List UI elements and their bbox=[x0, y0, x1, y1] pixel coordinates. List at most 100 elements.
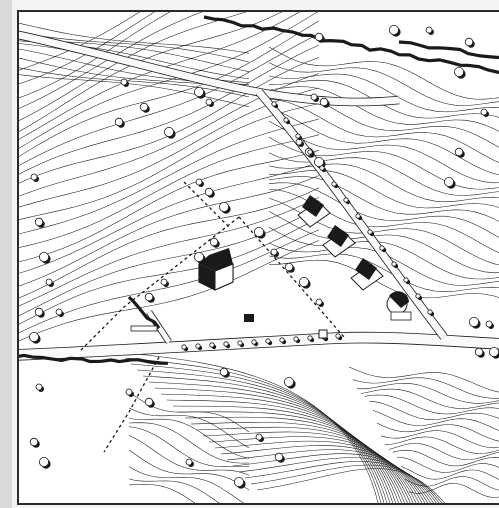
tree bbox=[454, 147, 465, 158]
tree bbox=[388, 24, 401, 37]
contour-line bbox=[408, 483, 499, 498]
contour-line bbox=[19, 12, 318, 149]
tree bbox=[319, 97, 330, 108]
terrace-house-3 bbox=[350, 258, 384, 291]
contour-line bbox=[244, 461, 440, 503]
contour-line bbox=[154, 387, 396, 503]
tree bbox=[237, 340, 245, 348]
tree bbox=[274, 452, 285, 463]
contour-line bbox=[19, 20, 320, 157]
boundary-west bbox=[78, 216, 240, 353]
contour-line bbox=[19, 33, 320, 166]
contour-line bbox=[268, 169, 499, 209]
tree bbox=[195, 178, 204, 187]
contour-line bbox=[268, 211, 499, 274]
tree bbox=[453, 67, 466, 79]
tree bbox=[355, 213, 363, 221]
tree bbox=[284, 262, 295, 273]
contour-line bbox=[368, 400, 499, 420]
tree bbox=[38, 456, 51, 469]
round-building bbox=[386, 291, 412, 321]
contour-map bbox=[19, 12, 499, 503]
contour-line bbox=[19, 229, 320, 333]
tree bbox=[144, 292, 155, 303]
contour-line bbox=[19, 175, 320, 287]
contour-line bbox=[128, 478, 220, 503]
hedgerow-road-west bbox=[19, 353, 168, 365]
contour-line bbox=[19, 118, 320, 235]
tree bbox=[391, 261, 399, 269]
tree bbox=[193, 87, 206, 99]
contour-line bbox=[19, 150, 320, 263]
site-boundary bbox=[78, 181, 345, 453]
tree bbox=[125, 388, 134, 397]
tree bbox=[403, 277, 411, 285]
buildings bbox=[130, 195, 412, 339]
contour-line bbox=[238, 457, 437, 503]
contour-line bbox=[208, 436, 423, 503]
contour-line bbox=[190, 421, 414, 503]
contour-line bbox=[360, 388, 499, 409]
contour-line bbox=[364, 394, 499, 415]
roads bbox=[19, 30, 499, 361]
contour-line bbox=[19, 12, 171, 99]
contour-line bbox=[268, 182, 499, 238]
contour-line bbox=[19, 103, 320, 220]
tree bbox=[223, 341, 231, 349]
contour-line bbox=[268, 46, 499, 100]
contour-line bbox=[19, 12, 283, 132]
tree bbox=[163, 127, 176, 139]
tree bbox=[485, 320, 494, 329]
tree bbox=[255, 433, 264, 442]
tree bbox=[464, 37, 475, 48]
boundary-south bbox=[103, 356, 160, 453]
tree bbox=[298, 276, 311, 289]
contour-line bbox=[268, 188, 499, 254]
contour-line bbox=[136, 369, 388, 503]
tree bbox=[205, 98, 214, 107]
boundary-north bbox=[183, 181, 230, 228]
tree bbox=[468, 316, 481, 329]
contour-line bbox=[268, 107, 499, 176]
contour-line bbox=[128, 435, 250, 476]
tree bbox=[425, 26, 434, 35]
upper-road-edge bbox=[19, 30, 400, 107]
tree bbox=[379, 245, 387, 253]
contour-line bbox=[396, 456, 499, 473]
tree bbox=[310, 93, 319, 102]
contour-line bbox=[348, 366, 499, 393]
contour-line bbox=[19, 161, 320, 274]
contour-line bbox=[250, 464, 443, 503]
contour-line bbox=[256, 468, 445, 503]
tree bbox=[443, 176, 456, 189]
tree bbox=[307, 335, 315, 343]
contour-line bbox=[19, 44, 320, 175]
tree bbox=[279, 337, 287, 345]
contour-line bbox=[376, 422, 499, 442]
contour-line bbox=[118, 351, 379, 503]
tree bbox=[38, 251, 51, 264]
tree bbox=[181, 344, 189, 352]
contour-line bbox=[268, 259, 499, 299]
contour-line bbox=[268, 176, 499, 222]
contour-line bbox=[268, 163, 499, 203]
hedgerow-west-field bbox=[127, 295, 161, 330]
tree bbox=[160, 278, 169, 287]
contour-line bbox=[178, 411, 408, 503]
tree bbox=[253, 226, 266, 239]
tree bbox=[209, 237, 220, 248]
tree bbox=[219, 367, 230, 378]
terrace-house-2 bbox=[322, 225, 356, 258]
contour-line bbox=[220, 445, 428, 503]
tree bbox=[271, 101, 279, 109]
tree bbox=[251, 339, 259, 347]
tree bbox=[283, 117, 291, 125]
contour-line bbox=[400, 466, 499, 480]
tree bbox=[480, 108, 489, 117]
contour-line bbox=[128, 407, 250, 449]
tree bbox=[474, 347, 485, 358]
tree bbox=[293, 336, 301, 344]
tree bbox=[34, 307, 45, 318]
contour-line bbox=[19, 74, 250, 108]
contour-line bbox=[19, 207, 320, 316]
